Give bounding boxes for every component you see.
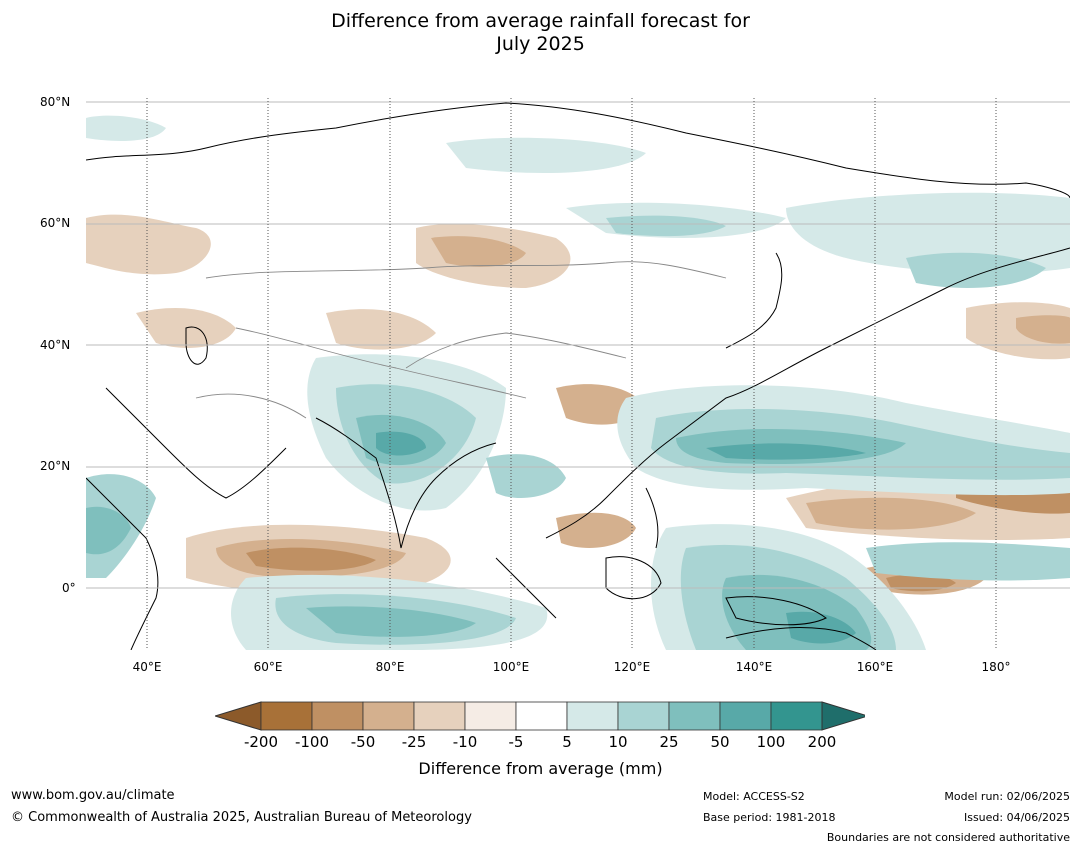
footer-base-period: Base period: 1981-2018 <box>703 811 836 824</box>
lon-label-40e: 40°E <box>132 660 162 674</box>
title-line-1: Difference from average rainfall forecas… <box>331 10 750 32</box>
coastline-eurasia-north <box>86 102 1070 199</box>
colorbar-tick-label: -10 <box>452 733 478 751</box>
colorbar-segment <box>719 701 772 731</box>
japan <box>725 252 783 349</box>
wet-region <box>786 611 856 644</box>
title-line-2: July 2025 <box>496 33 585 55</box>
lon-label-80e: 80°E <box>375 660 405 674</box>
colorbar-segment <box>566 701 619 731</box>
lon-label-140e: 140°E <box>735 660 773 674</box>
lat-label-0: 0° <box>62 581 76 595</box>
coastline-arabia <box>105 387 287 499</box>
colorbar-segment <box>617 701 670 731</box>
colorbar-tick-label: 25 <box>659 733 679 751</box>
wet-region <box>606 215 726 237</box>
colorbar-segments <box>215 701 865 731</box>
wet-region <box>486 454 566 498</box>
borneo <box>605 556 662 600</box>
colorbar-tick-label: -100 <box>294 733 330 751</box>
lat-label-40n: 40°N <box>40 338 71 352</box>
wet-region <box>786 192 1070 274</box>
coastline-australia-north <box>725 627 877 650</box>
footer-issued: Issued: 04/06/2025 <box>963 811 1070 824</box>
wet-anomaly-regions <box>86 115 1070 650</box>
colorbar-segment <box>260 701 313 731</box>
colorbar-label: Difference from average (mm) <box>418 759 663 778</box>
colorbar-segment <box>464 701 517 731</box>
colorbar-tick-label: 5 <box>562 733 572 751</box>
footer-copyright: © Commonwealth of Australia 2025, Austra… <box>11 810 472 825</box>
dry-region <box>86 214 211 275</box>
map-canvas <box>86 98 1070 650</box>
colorbar-segment <box>413 701 466 731</box>
border-line <box>235 327 527 399</box>
coastline-east-asia <box>545 247 1070 539</box>
colorbar-segment <box>770 701 823 731</box>
colorbar-tick-label: -5 <box>508 733 524 751</box>
lat-label-80n: 80°N <box>40 95 71 109</box>
coastline-india <box>315 417 497 549</box>
lon-label-180: 180° <box>981 660 1011 674</box>
country-borders <box>195 261 727 419</box>
colorbar-segment <box>668 701 721 731</box>
wet-region <box>906 252 1046 288</box>
wet-region <box>446 137 646 173</box>
footer-website[interactable]: www.bom.gov.au/climate <box>11 788 175 803</box>
colorbar-segment <box>362 701 415 731</box>
wet-region <box>86 115 166 141</box>
colorbar-segment <box>515 701 568 731</box>
colorbar-extend-high <box>821 701 865 731</box>
border-line <box>195 393 307 419</box>
graticule-longitude <box>146 98 997 650</box>
new-guinea <box>725 596 827 626</box>
wet-region <box>706 443 866 460</box>
map-title: Difference from average rainfall forecas… <box>0 10 1081 56</box>
philippines <box>645 487 659 549</box>
dry-region <box>246 547 376 571</box>
lon-label-160e: 160°E <box>856 660 894 674</box>
wet-region <box>866 542 1070 581</box>
rainfall-map <box>86 98 1070 650</box>
colorbar-extend-low <box>215 701 262 731</box>
border-line <box>405 332 627 369</box>
colorbar-tick-label: 50 <box>710 733 730 751</box>
wet-region <box>376 431 426 456</box>
colorbar-tick-label: 100 <box>756 733 786 751</box>
footer-model: Model: ACCESS-S2 <box>703 790 805 803</box>
lon-label-120e: 120°E <box>613 660 651 674</box>
lon-label-100e: 100°E <box>492 660 530 674</box>
dry-region <box>556 512 636 548</box>
wet-region <box>306 606 476 637</box>
caspian-sea <box>185 326 208 365</box>
dry-region <box>1016 315 1070 344</box>
dry-region <box>326 309 436 350</box>
colorbar-segment <box>311 701 364 731</box>
graticule-latitude <box>86 101 1070 589</box>
wet-region <box>86 506 131 555</box>
coastlines <box>86 102 1070 650</box>
colorbar-tick-label: 200 <box>807 733 837 751</box>
coastline-africa-east <box>86 477 159 650</box>
lat-label-20n: 20°N <box>40 459 71 473</box>
colorbar-tick-label: -200 <box>243 733 279 751</box>
colorbar <box>215 701 865 731</box>
lon-label-60e: 60°E <box>253 660 283 674</box>
colorbar-tick-label: -50 <box>350 733 376 751</box>
colorbar-tick-label: -25 <box>401 733 427 751</box>
footer-model-run: Model run: 02/06/2025 <box>944 790 1070 803</box>
dry-region <box>806 497 976 530</box>
dry-region <box>431 236 526 267</box>
footer-disclaimer: Boundaries are not considered authoritat… <box>826 831 1070 844</box>
lat-label-60n: 60°N <box>40 216 71 230</box>
colorbar-tick-label: 10 <box>608 733 628 751</box>
border-line <box>205 261 727 279</box>
